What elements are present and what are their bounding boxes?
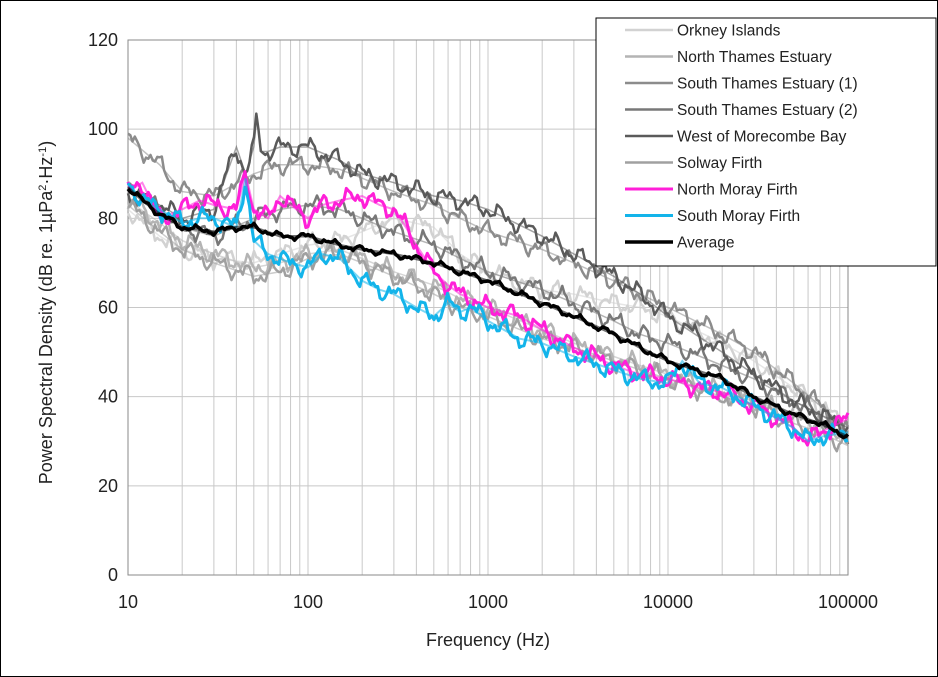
legend-label: South Moray Firth — [677, 208, 800, 225]
series-keypoints — [127, 178, 849, 443]
y-tick-label: 120 — [88, 30, 118, 50]
x-tick-label: 10000 — [643, 592, 693, 612]
legend-label: West of Morecombe Bay — [677, 129, 847, 146]
x-tick-label: 100 — [293, 592, 323, 612]
y-axis-title-sup2: -1 — [37, 147, 49, 157]
y-tick-label: 40 — [98, 387, 118, 407]
legend-label: Orkney Islands — [677, 23, 781, 40]
legend: Orkney Islands North Thames Estuary South … — [595, 17, 937, 267]
legend-box — [595, 17, 937, 267]
series-line-solway-firth — [127, 199, 849, 453]
y-axis-title: Power Spectral Density (dB re. 1µPa2·Hz-… — [36, 141, 56, 484]
legend-label: Average — [677, 235, 734, 252]
series-keypoints — [127, 186, 849, 438]
series-keypoints — [127, 186, 849, 433]
x-tick-label: 1000 — [468, 592, 508, 612]
y-axis-title-end: ) — [36, 141, 56, 147]
y-axis-title-main: Power Spectral Density (dB re. 1µPa — [36, 190, 56, 484]
legend-label: Solway Firth — [677, 155, 762, 172]
y-axis-title-mid: ·Hz — [36, 157, 56, 185]
legend-label: North Thames Estuary — [677, 49, 832, 66]
y-tick-label: 0 — [108, 565, 118, 585]
y-tick-label: 100 — [88, 119, 118, 139]
x-axis-title: Frequency (Hz) — [426, 630, 550, 650]
x-tick-label: 10 — [118, 592, 138, 612]
legend-label: South Thames Estuary (1) — [677, 76, 858, 93]
y-tick-label: 20 — [98, 476, 118, 496]
series-keypoints — [127, 173, 849, 443]
legend-label: North Moray Firth — [677, 182, 798, 199]
y-tick-label: 80 — [98, 208, 118, 228]
x-tick-label: 100000 — [818, 592, 878, 612]
y-tick-label: 60 — [98, 298, 118, 318]
series-line-south-thames-estuary-1 — [127, 132, 850, 429]
series-lines — [126, 112, 850, 453]
plot-area — [127, 39, 849, 576]
series-keypoints — [127, 115, 849, 429]
y-axis-title-sup1: 2 — [37, 185, 49, 191]
tick-labels: 10 100 1000 10000 100000 0 20 40 60 80 100 120 — [88, 30, 878, 612]
legend-label: South Thames Estuary (2) — [677, 102, 858, 119]
